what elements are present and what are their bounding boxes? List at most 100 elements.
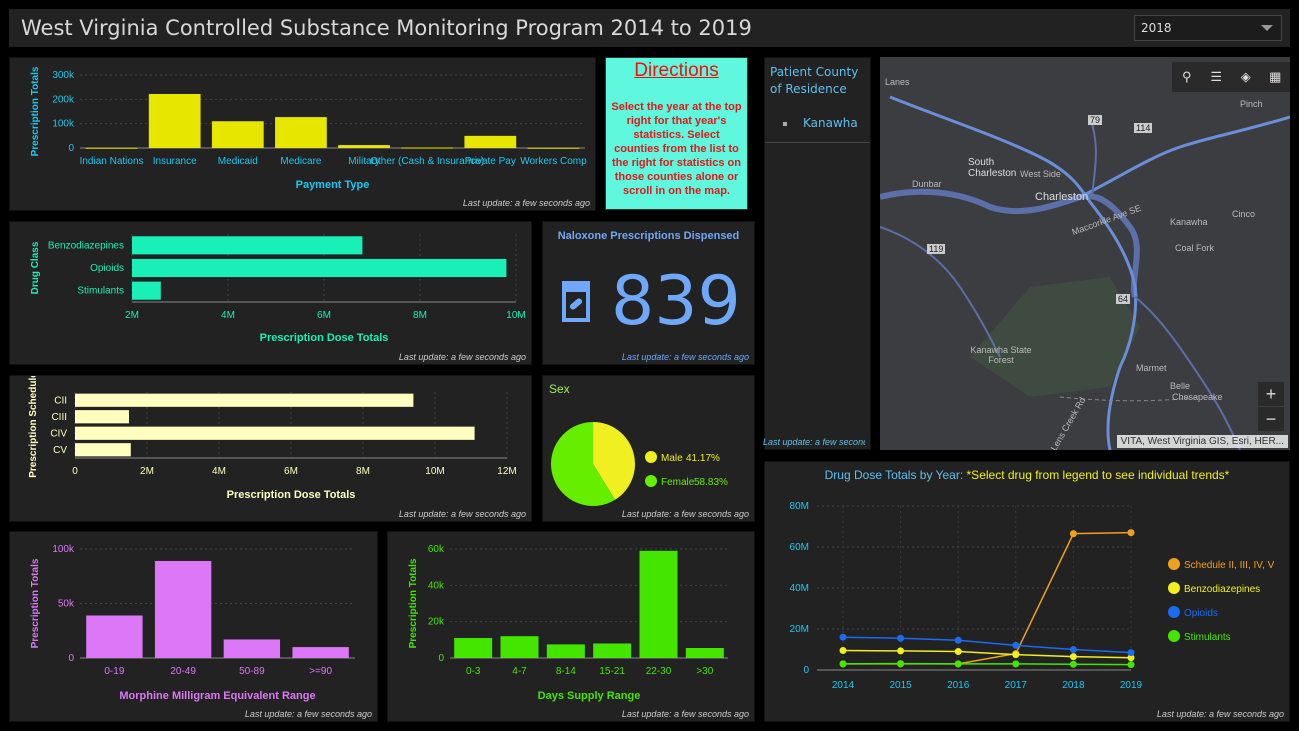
x-axis-label: Morphine Milligram Equivalent Range <box>119 690 315 702</box>
county-item-kanawha[interactable]: Kanawha <box>783 116 858 130</box>
drug-class-chart[interactable]: 2M 4M 6M 8M 10M Benzodiazepines Opioids Stimula… <box>10 222 533 366</box>
data-point <box>1127 654 1135 662</box>
bar <box>275 117 327 148</box>
x-tick-label: 10M <box>425 466 444 477</box>
x-tick-label: Indian Nations <box>80 156 144 167</box>
x-tick-label: 2014 <box>832 680 855 691</box>
year-select[interactable]: 2018 <box>1134 15 1282 41</box>
x-tick-label: Private Pay <box>465 156 516 167</box>
x-tick-label: 12M <box>497 466 516 477</box>
bar <box>75 426 475 440</box>
data-point <box>897 660 905 668</box>
river <box>880 188 1140 298</box>
sex-pie-chart[interactable]: Male 41.17% Female 58.83% <box>543 376 756 523</box>
x-tick-label: 2015 <box>889 680 912 691</box>
y-tick-label: 0 <box>68 653 74 664</box>
y-tick-label: 80M <box>790 501 809 512</box>
days-supply-panel: 0 20k 40k 60k 0-3 4-7 8-14 15-21 22-30 >30 Days Su… <box>387 531 755 722</box>
data-point <box>1012 660 1020 668</box>
last-update-text: Last update: a few seconds ago <box>621 509 749 519</box>
legend-icon[interactable]: ☰ <box>1210 69 1223 84</box>
schedule-chart[interactable]: 0 2M 4M 6M 8M 10M 12M CII CIII CIV CV Prescription … <box>10 372 533 523</box>
map-label: Cinco <box>1232 209 1256 219</box>
payment-type-panel: 0 100k 200k 300k Indian Nations Insurance Medi… <box>9 57 596 211</box>
legend-swatch <box>1168 606 1180 618</box>
x-tick-label: 2M <box>125 310 139 321</box>
bar <box>132 236 363 255</box>
data-point <box>839 647 847 655</box>
data-point <box>897 647 905 655</box>
data-point <box>1012 651 1020 659</box>
x-tick-label: >30 <box>696 666 713 677</box>
map-toolbar: ⚲ ☰ ◈ ▦ <box>1172 62 1290 92</box>
y-tick-label: 100k <box>52 544 75 555</box>
naloxone-title: Naloxone Prescriptions Dispensed <box>557 230 740 242</box>
y-tick-label: 20M <box>790 624 809 635</box>
x-tick-label: 0-3 <box>466 666 481 677</box>
x-tick-label: 10M <box>506 310 525 321</box>
data-point <box>897 634 905 642</box>
road <box>1134 296 1241 450</box>
zoom-out-button[interactable]: − <box>1258 407 1284 431</box>
data-point <box>839 660 847 668</box>
bar <box>527 147 580 149</box>
y-tick-label: 60M <box>790 542 809 553</box>
x-axis-label: Prescription Dose Totals <box>227 489 356 501</box>
x-tick-label: 2M <box>140 466 154 477</box>
map-label: Chesapeake <box>1172 392 1223 402</box>
payment-type-chart[interactable]: 0 100k 200k 300k Indian Nations Insurance Medi… <box>10 58 597 212</box>
map-canvas <box>880 95 1290 450</box>
x-tick-label: Other (Cash & Insurance) <box>370 156 484 167</box>
drug-class-panel: 2M 4M 6M 8M 10M Benzodiazepines Opioids Stimula… <box>9 221 532 365</box>
map-label: Pinch <box>1240 99 1263 109</box>
days-supply-chart[interactable]: 0 20k 40k 60k 0-3 4-7 8-14 15-21 22-30 >30 Days Su… <box>388 532 756 723</box>
bar <box>639 550 678 658</box>
highway <box>889 95 1138 450</box>
basemap-gallery-icon[interactable]: ▦ <box>1269 69 1282 84</box>
y-tick-label: 40k <box>428 580 445 591</box>
data-point <box>954 648 962 656</box>
legend-swatch <box>1168 582 1180 594</box>
x-tick-label: Insurance <box>153 156 197 167</box>
bar <box>292 647 349 658</box>
last-update-text: Last update: a few seconds ago <box>621 709 749 719</box>
divider <box>765 142 870 143</box>
data-point <box>839 633 847 641</box>
mme-chart[interactable]: 0 50k 100k 0-19 20-49 50-89 >=90 Morphine Milli… <box>10 532 379 723</box>
data-point <box>1012 641 1020 649</box>
y-axis-label: Prescription Schedule <box>28 376 39 478</box>
drug-trend-chart[interactable]: 0 20M 40M 60M 80M 2014 2015 2016 2017 2018 2019 Sch… <box>765 462 1291 723</box>
data-point <box>1127 529 1135 537</box>
bar <box>85 147 138 149</box>
map-view[interactable]: Lanes Pinch South Charleston West Side C… <box>880 57 1290 450</box>
x-tick-label: Medicaid <box>218 156 258 167</box>
zoom-in-button[interactable]: + <box>1258 382 1284 406</box>
bar <box>148 93 201 148</box>
map-label: Marmet <box>1136 363 1167 373</box>
bullet-icon <box>783 121 787 126</box>
dashboard-header: West Virginia Controlled Substance Monit… <box>9 9 1290 47</box>
x-tick-label: 4-7 <box>512 666 527 677</box>
x-tick-label: Military <box>348 156 380 167</box>
search-icon[interactable]: ⚲ <box>1181 69 1192 84</box>
drug-trend-title-main: Drug Dose Totals by Year: <box>824 468 967 482</box>
last-update-text: Last update: a few seconds ago <box>462 198 590 208</box>
x-tick-label: 22-30 <box>646 666 672 677</box>
bar <box>211 121 264 148</box>
legend-swatch <box>1168 558 1180 570</box>
legend-value: 41.17% <box>686 453 720 464</box>
county-item-label: Kanawha <box>803 116 858 130</box>
pie-slice <box>551 422 616 506</box>
last-update-text: Last update: a few seconds ago <box>398 352 526 362</box>
data-point <box>1069 660 1077 668</box>
data-point <box>1069 530 1077 538</box>
x-tick-label: 0-19 <box>104 666 124 677</box>
layers-icon[interactable]: ◈ <box>1240 69 1251 84</box>
x-tick-label: 6M <box>284 466 298 477</box>
dashboard-title: West Virginia Controlled Substance Monit… <box>21 16 752 40</box>
pie-slice <box>593 422 635 500</box>
y-tick-label: 0 <box>68 143 74 154</box>
legend-swatch <box>1168 630 1180 642</box>
legend-label: Benzodiazepines <box>1184 584 1260 595</box>
x-tick-label: 2019 <box>1120 680 1143 691</box>
